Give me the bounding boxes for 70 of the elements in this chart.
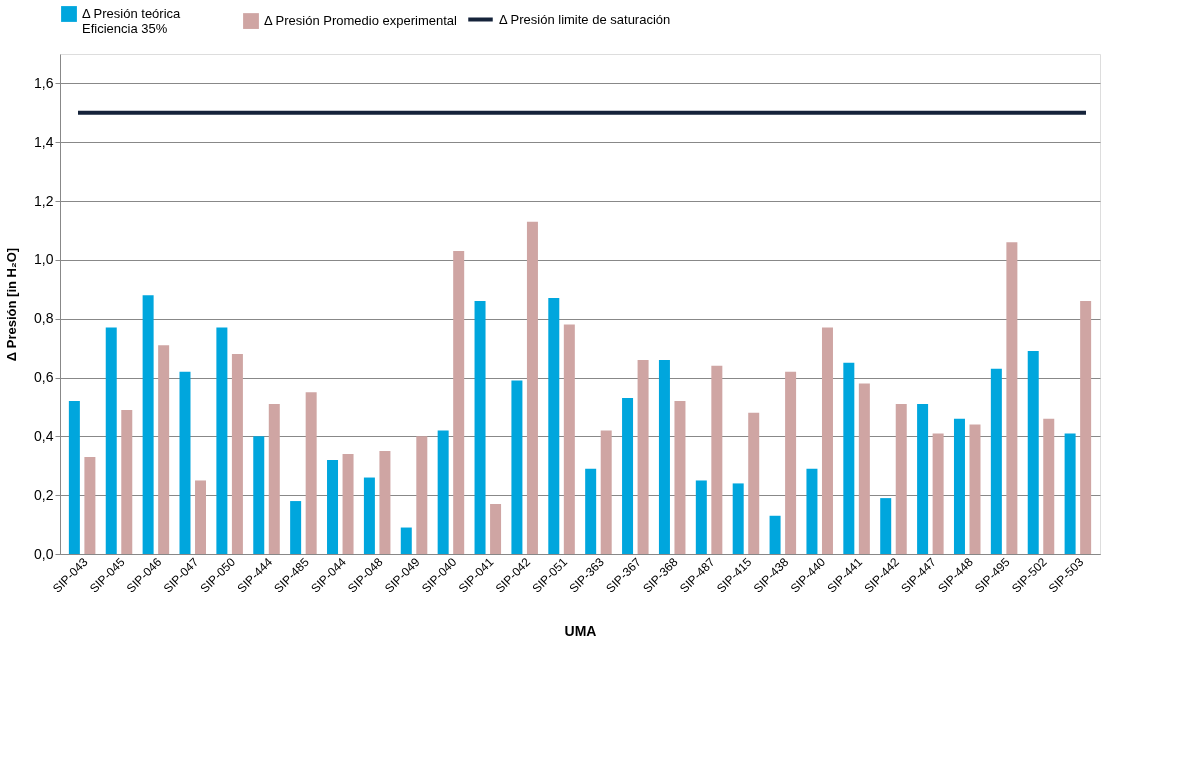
bar <box>917 404 929 554</box>
bar <box>453 251 465 554</box>
bar <box>253 436 265 554</box>
bar <box>1043 418 1055 554</box>
bar <box>216 327 228 554</box>
y-tick-label: 0,4 <box>34 427 54 444</box>
bar <box>179 371 191 554</box>
bar <box>511 380 523 554</box>
bar <box>490 504 502 554</box>
bar <box>711 365 723 554</box>
y-tick-label: 1,4 <box>34 133 54 150</box>
bar <box>600 430 612 554</box>
bar <box>990 368 1002 554</box>
bar <box>290 501 302 554</box>
bar <box>821 327 833 554</box>
bar <box>68 401 80 554</box>
bar <box>231 354 243 554</box>
bar <box>363 477 375 554</box>
bar <box>953 418 965 554</box>
y-axis-title: Δ Presión [in H₂O] <box>4 247 20 362</box>
bar <box>526 221 538 554</box>
y-tick-label: 0,8 <box>34 310 54 327</box>
bar <box>158 345 170 554</box>
bar <box>1027 351 1039 554</box>
bar <box>437 430 449 554</box>
bar <box>637 359 649 554</box>
bar <box>674 401 686 554</box>
bar <box>858 383 870 554</box>
bar <box>379 451 391 554</box>
bar <box>969 424 981 554</box>
bar <box>105 327 117 554</box>
bar <box>895 404 907 554</box>
y-tick-label: 0,0 <box>34 545 54 562</box>
legend-label: Δ Presión limite de saturación <box>499 11 671 27</box>
bar <box>342 454 354 554</box>
bar <box>1064 433 1076 554</box>
legend-label: Δ Presión teórica Eficiencia 35% <box>82 6 182 36</box>
bar <box>585 468 597 554</box>
bar <box>400 527 412 554</box>
bar <box>658 359 670 554</box>
bar <box>142 295 154 554</box>
x-axis-title: UMA <box>564 622 597 639</box>
bar <box>880 498 892 554</box>
bar <box>416 436 428 554</box>
bar <box>695 480 707 554</box>
y-tick-label: 1,6 <box>34 74 54 91</box>
bar <box>622 398 634 554</box>
bar <box>548 298 560 554</box>
bar <box>327 459 339 554</box>
legend-label: Δ Presión Promedio experimental <box>264 13 458 29</box>
y-tick-label: 1,2 <box>34 192 54 209</box>
bar <box>1080 301 1092 554</box>
bar <box>563 324 575 554</box>
bar <box>1006 242 1018 554</box>
bar <box>84 456 96 554</box>
bar <box>268 404 280 554</box>
bar <box>732 483 744 554</box>
y-tick-label: 0,2 <box>34 486 54 503</box>
bar <box>785 371 797 554</box>
y-tick-label: 1,0 <box>34 251 54 268</box>
bar <box>843 362 855 554</box>
bar <box>932 433 944 554</box>
bar <box>769 515 781 554</box>
bar <box>305 392 317 554</box>
bar <box>748 412 760 554</box>
bar <box>121 409 133 554</box>
bar <box>806 468 818 554</box>
bar <box>195 480 207 554</box>
bar <box>474 301 486 554</box>
y-tick-label: 0,6 <box>34 369 54 386</box>
